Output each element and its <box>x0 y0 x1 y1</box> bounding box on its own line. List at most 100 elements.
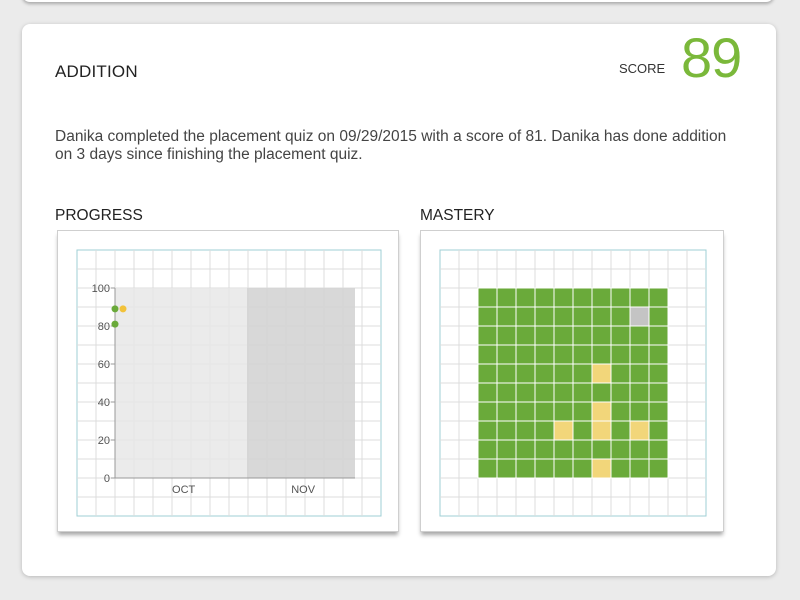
mastery-cell <box>515 420 536 441</box>
mastery-cell <box>591 420 612 441</box>
mastery-panel <box>420 230 724 532</box>
mastery-cell <box>477 325 498 346</box>
mastery-cell <box>648 401 669 422</box>
mastery-cell <box>572 287 593 308</box>
previous-card-edge <box>22 0 774 2</box>
mastery-cell <box>496 458 517 479</box>
progress-panel: 0 20 40 60 80 100 OCT NOV <box>57 230 399 532</box>
mastery-cell <box>534 439 555 460</box>
mastery-cell <box>496 306 517 327</box>
mastery-cell <box>572 306 593 327</box>
mastery-cell <box>496 382 517 403</box>
mastery-cell <box>610 382 631 403</box>
mastery-title: MASTERY <box>420 207 495 224</box>
mastery-cell <box>515 287 536 308</box>
mastery-cell <box>496 287 517 308</box>
mastery-cell <box>572 344 593 365</box>
mastery-cell <box>610 420 631 441</box>
mastery-cell <box>515 401 536 422</box>
mastery-cell <box>591 458 612 479</box>
mastery-cell <box>629 458 650 479</box>
mastery-cell <box>629 344 650 365</box>
x-tick-label: OCT <box>172 484 196 496</box>
mastery-cell <box>534 401 555 422</box>
mastery-cell <box>610 439 631 460</box>
mastery-cell <box>553 363 574 384</box>
mastery-cell <box>515 344 536 365</box>
mastery-cell <box>477 458 498 479</box>
mastery-cell <box>648 420 669 441</box>
mastery-cell <box>572 401 593 422</box>
mastery-cell <box>515 458 536 479</box>
y-tick-label: 0 <box>104 473 110 485</box>
mastery-cell <box>629 420 650 441</box>
mastery-cell <box>591 439 612 460</box>
mastery-cell <box>629 439 650 460</box>
mastery-cell <box>553 306 574 327</box>
mastery-cell <box>477 439 498 460</box>
mastery-cell <box>553 344 574 365</box>
mastery-cell <box>610 458 631 479</box>
mastery-cell <box>477 287 498 308</box>
section-title: ADDITION <box>55 62 138 81</box>
y-tick-label: 80 <box>98 321 110 333</box>
mastery-cell <box>496 325 517 346</box>
mastery-cell <box>553 401 574 422</box>
mastery-cell <box>515 382 536 403</box>
y-tick-label: 100 <box>92 283 110 295</box>
mastery-cell <box>572 420 593 441</box>
mastery-grid <box>439 249 707 517</box>
y-tick-label: 40 <box>98 397 110 409</box>
mastery-cell <box>629 306 650 327</box>
mastery-cell <box>553 439 574 460</box>
mastery-cell <box>477 306 498 327</box>
y-tick-label: 60 <box>98 359 110 371</box>
mastery-cell <box>629 363 650 384</box>
progress-chart: 0 20 40 60 80 100 OCT NOV <box>76 249 382 517</box>
mastery-cell <box>515 306 536 327</box>
mastery-cell <box>610 306 631 327</box>
mastery-cell <box>591 344 612 365</box>
mastery-cell <box>572 439 593 460</box>
mastery-cell <box>591 325 612 346</box>
mastery-cell <box>610 401 631 422</box>
mastery-cell <box>515 363 536 384</box>
summary-text: Danika completed the placement quiz on 0… <box>55 128 727 163</box>
mastery-cell <box>534 306 555 327</box>
progress-title: PROGRESS <box>55 207 143 224</box>
mastery-cell <box>648 325 669 346</box>
mastery-cell <box>648 458 669 479</box>
mastery-cell <box>496 420 517 441</box>
mastery-cell <box>629 382 650 403</box>
mastery-cell <box>534 363 555 384</box>
mastery-cell <box>591 306 612 327</box>
mastery-cell <box>629 401 650 422</box>
mastery-cell <box>477 382 498 403</box>
mastery-cell <box>534 458 555 479</box>
mastery-cell <box>648 287 669 308</box>
mastery-cell <box>629 287 650 308</box>
mastery-cell <box>591 287 612 308</box>
mastery-cell <box>648 344 669 365</box>
mastery-cell <box>496 363 517 384</box>
mastery-cell <box>515 439 536 460</box>
mastery-cell <box>553 420 574 441</box>
mastery-cell <box>534 325 555 346</box>
mastery-cell <box>477 363 498 384</box>
mastery-cell <box>591 401 612 422</box>
mastery-cell <box>496 401 517 422</box>
mastery-cell <box>534 420 555 441</box>
data-point <box>111 305 119 313</box>
month-band-oct <box>115 288 247 478</box>
addition-card: ADDITION SCORE 89 Danika completed the p… <box>22 24 776 576</box>
mastery-cell <box>648 439 669 460</box>
mastery-cell <box>648 363 669 384</box>
mastery-cell <box>553 458 574 479</box>
mastery-cell <box>610 344 631 365</box>
mastery-cell <box>477 401 498 422</box>
x-tick-label: NOV <box>291 484 316 496</box>
mastery-cell <box>572 363 593 384</box>
data-point <box>119 305 127 313</box>
mastery-cell <box>572 458 593 479</box>
mastery-cell <box>629 325 650 346</box>
